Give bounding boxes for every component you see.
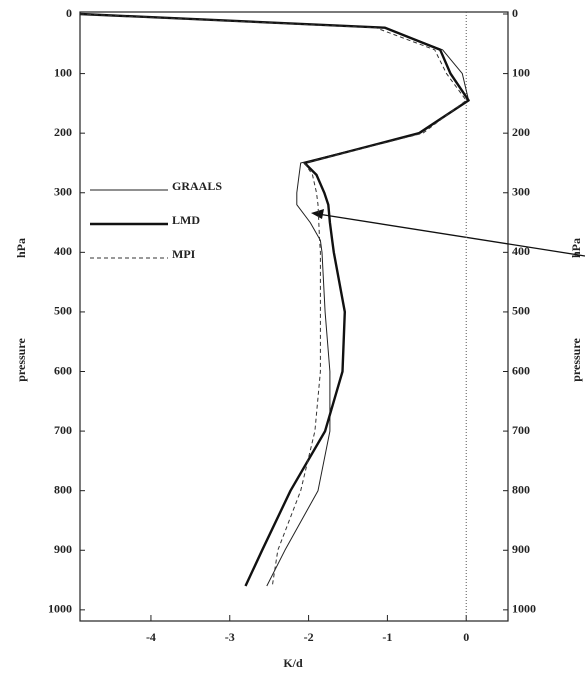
x-tick-label: -1 (382, 630, 392, 644)
plot-frame (79, 11, 509, 622)
y2-tick-label: 200 (512, 125, 530, 139)
y-tick-label: 700 (54, 423, 72, 437)
x-tick-label: 0 (463, 630, 469, 644)
y-tick-label: 300 (54, 185, 72, 199)
x-tick-label: -2 (304, 630, 314, 644)
series-line (79, 13, 470, 587)
annotation-arrow (311, 209, 585, 257)
y2-tick-label: 500 (512, 304, 530, 318)
legend-label: MPI (172, 247, 196, 261)
y2-tick-label: 1000 (512, 602, 536, 616)
y2-tick-label: 900 (512, 542, 530, 556)
y-tick-label: 600 (54, 363, 72, 377)
series-line (79, 13, 467, 587)
y-tick-label: 900 (54, 542, 72, 556)
y-tick-label: 0 (66, 6, 72, 20)
y-tick-label: 1000 (48, 602, 72, 616)
y2-tick-label: 800 (512, 482, 530, 496)
y-tick-label: 200 (54, 125, 72, 139)
y2-tick-label: 300 (512, 185, 530, 199)
y2-tick-label: 600 (512, 363, 530, 377)
series-line (79, 12, 470, 587)
y2-axis-label: pressure (569, 338, 583, 382)
y-tick-label: 100 (54, 65, 72, 79)
x-tick-label: -4 (146, 630, 156, 644)
x-tick-label: -3 (225, 630, 235, 644)
y2-axis-unit: hPa (569, 238, 583, 258)
y2-tick-label: 100 (512, 65, 530, 79)
y2-tick-label: 400 (512, 244, 530, 258)
y-axis-label: pressure (14, 338, 28, 382)
y-tick-label: 400 (54, 244, 72, 258)
y2-tick-label: 0 (512, 6, 518, 20)
y-axis-unit: hPa (14, 238, 28, 258)
x-axis-label: K/d (283, 656, 303, 670)
y2-tick-label: 700 (512, 423, 530, 437)
y-tick-label: 500 (54, 304, 72, 318)
legend-label: GRAALS (172, 179, 222, 193)
y-tick-label: 800 (54, 482, 72, 496)
legend-label: LMD (172, 213, 200, 227)
